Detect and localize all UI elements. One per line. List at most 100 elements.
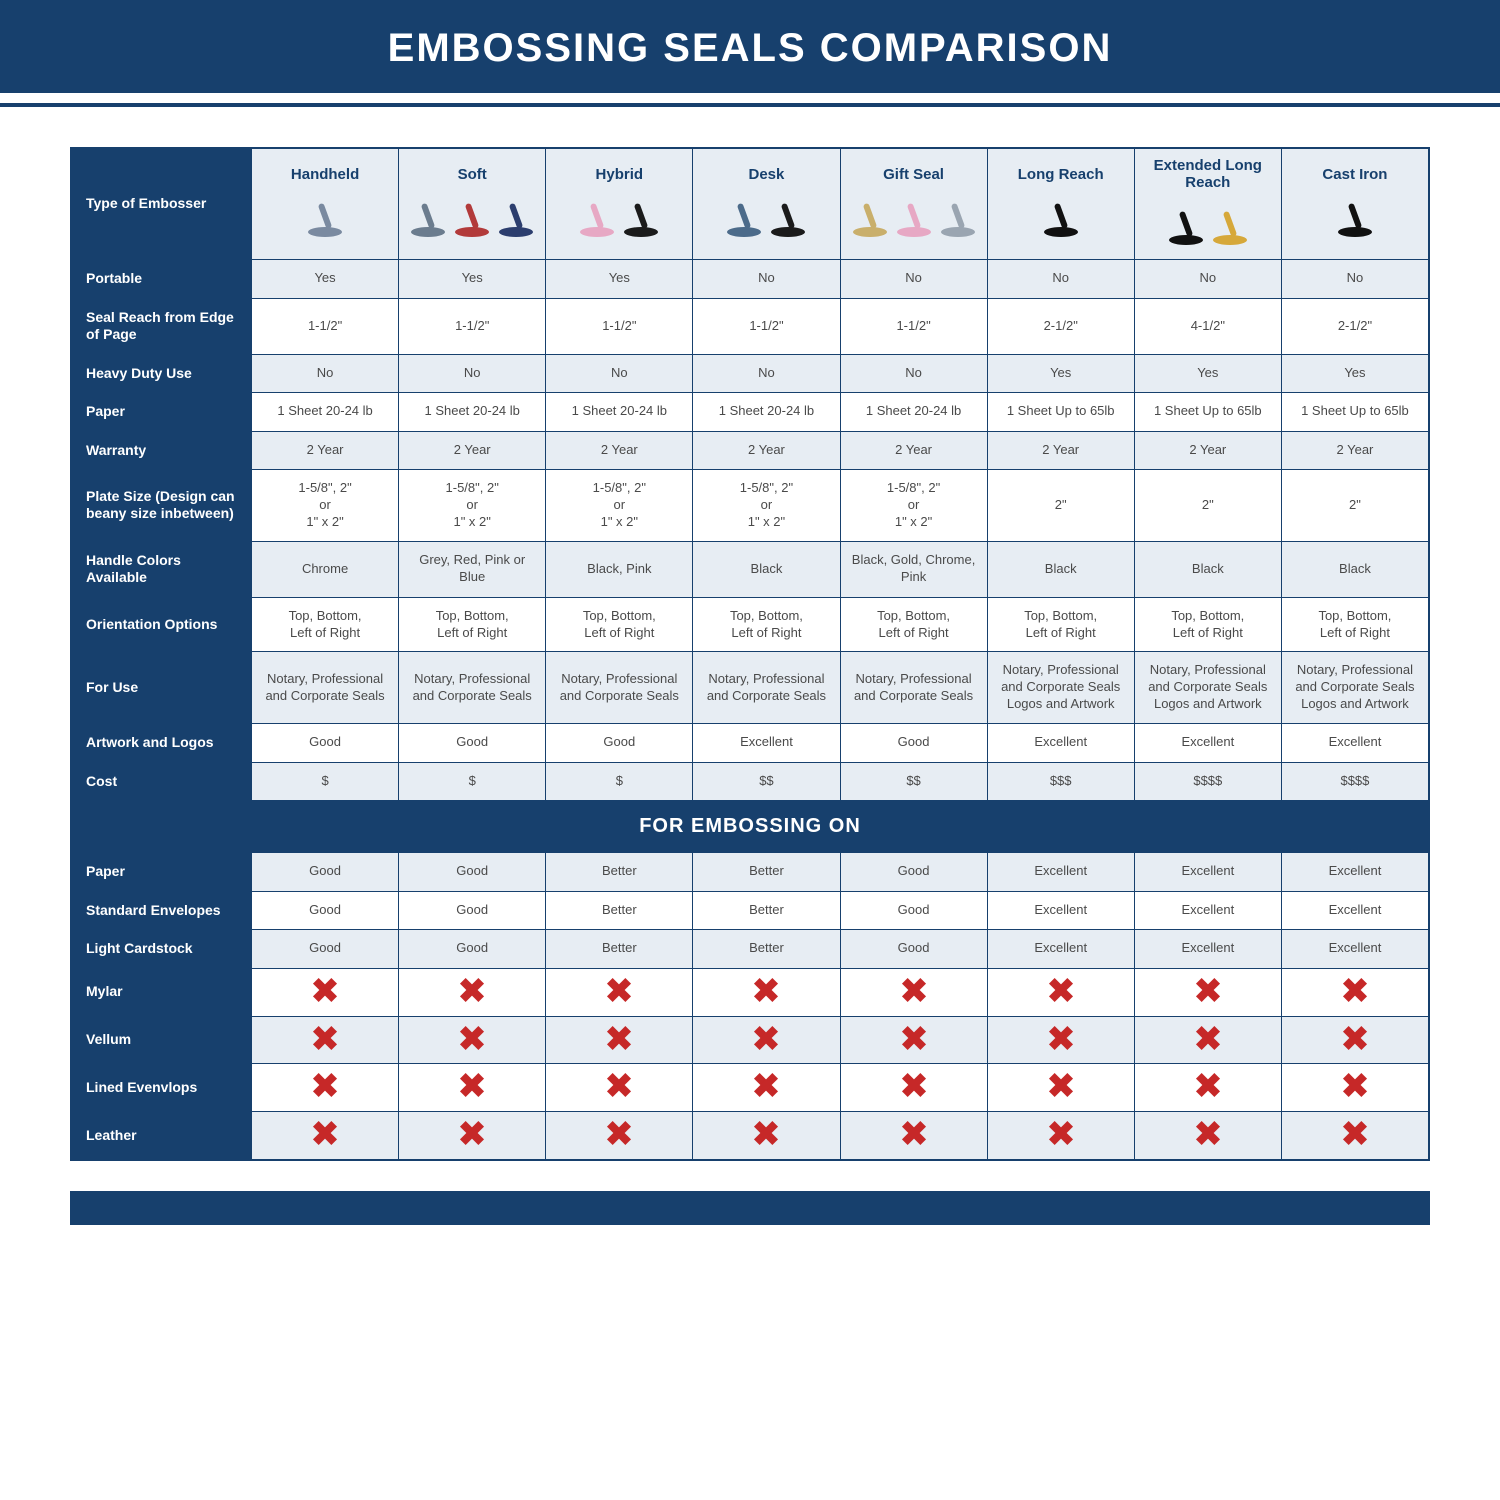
col-header-label: Handheld — [256, 166, 394, 183]
table-cell: Chrome — [252, 541, 399, 597]
x-icon — [1197, 979, 1219, 1001]
table-row: Mylar — [72, 968, 1429, 1016]
table-cell: Better — [546, 853, 693, 892]
table-cell — [840, 1112, 987, 1160]
x-icon — [608, 1074, 630, 1096]
row-label: Light Cardstock — [72, 930, 252, 969]
col-header-cast-iron: Cast Iron — [1281, 149, 1428, 260]
table-cell — [840, 1064, 987, 1112]
row-label: Warranty — [72, 431, 252, 470]
table-cell: Top, Bottom,Left of Right — [987, 597, 1134, 652]
table-cell: Excellent — [1281, 891, 1428, 930]
table-cell: $ — [546, 762, 693, 801]
table-cell — [1281, 1112, 1428, 1160]
col-header-label: Hybrid — [550, 166, 688, 183]
table-cell: No — [399, 354, 546, 393]
table-cell: $ — [399, 762, 546, 801]
table-cell: 1 Sheet 20-24 lb — [252, 393, 399, 432]
section-header-label: FOR EMBOSSING ON — [72, 801, 1429, 853]
table-row: PaperGoodGoodBetterBetterGoodExcellentEx… — [72, 853, 1429, 892]
table-cell: Good — [252, 724, 399, 763]
table-cell: No — [693, 260, 840, 299]
table-cell: 1 Sheet Up to 65lb — [1281, 393, 1428, 432]
table-cell: $$ — [693, 762, 840, 801]
col-header-label: Cast Iron — [1286, 166, 1424, 183]
table-cell: Better — [693, 853, 840, 892]
table-cell: Notary, Professional and Corporate Seals… — [987, 652, 1134, 724]
table-cell — [546, 1016, 693, 1064]
table-cell: 1 Sheet Up to 65lb — [1134, 393, 1281, 432]
table-cell: 1 Sheet 20-24 lb — [840, 393, 987, 432]
x-icon — [755, 979, 777, 1001]
table-cell: No — [546, 354, 693, 393]
table-cell: Black — [987, 541, 1134, 597]
table-cell: 2" — [1134, 470, 1281, 542]
table-cell: Good — [399, 930, 546, 969]
row-label: Mylar — [72, 968, 252, 1016]
table-cell: Excellent — [987, 930, 1134, 969]
table-cell: $ — [252, 762, 399, 801]
col-header-label: Long Reach — [992, 166, 1130, 183]
table-cell: No — [1281, 260, 1428, 299]
x-icon — [314, 1027, 336, 1049]
x-icon — [314, 1122, 336, 1144]
table-row: Cost$$$$$$$$$$$$$$$$$$ — [72, 762, 1429, 801]
table-cell: Notary, Professional and Corporate Seals — [693, 652, 840, 724]
footer-bar — [70, 1191, 1430, 1225]
table-cell: Good — [546, 724, 693, 763]
table-cell: Good — [840, 891, 987, 930]
table-cell: Better — [693, 930, 840, 969]
table-cell — [1134, 1064, 1281, 1112]
table-cell — [840, 968, 987, 1016]
table-cell — [1134, 1112, 1281, 1160]
table-cell: No — [693, 354, 840, 393]
table-cell: 1 Sheet Up to 65lb — [987, 393, 1134, 432]
table-cell: Good — [840, 724, 987, 763]
table-cell: Good — [399, 853, 546, 892]
embosser-image-placeholder — [550, 183, 688, 247]
row-label: Seal Reach from Edge of Page — [72, 298, 252, 354]
col-header-long-reach: Long Reach — [987, 149, 1134, 260]
table-cell: Notary, Professional and Corporate Seals — [840, 652, 987, 724]
x-icon — [903, 1027, 925, 1049]
col-header-label: Desk — [697, 166, 835, 183]
col-header-soft: Soft — [399, 149, 546, 260]
table-cell: Good — [840, 930, 987, 969]
table-row: PortableYesYesYesNoNoNoNoNo — [72, 260, 1429, 299]
x-icon — [608, 979, 630, 1001]
row-label: Cost — [72, 762, 252, 801]
table-row: Plate Size (Design can beany size inbetw… — [72, 470, 1429, 542]
table-cell: $$$$ — [1281, 762, 1428, 801]
table-row: Lined Evenvlops — [72, 1064, 1429, 1112]
table-cell: Notary, Professional and Corporate Seals… — [1281, 652, 1428, 724]
table-cell: Top, Bottom,Left of Right — [399, 597, 546, 652]
table-cell: Good — [252, 930, 399, 969]
table-cell — [987, 1112, 1134, 1160]
table-row: Leather — [72, 1112, 1429, 1160]
title-bar: EMBOSSING SEALS COMPARISON — [0, 0, 1500, 93]
embosser-image-placeholder — [845, 183, 983, 247]
table-cell: 2 Year — [252, 431, 399, 470]
table-cell: 2" — [1281, 470, 1428, 542]
table-cell: 1 Sheet 20-24 lb — [693, 393, 840, 432]
table-cell: 1 Sheet 20-24 lb — [399, 393, 546, 432]
table-cell: 4-1/2" — [1134, 298, 1281, 354]
table-cell: Black, Pink — [546, 541, 693, 597]
embosser-image-placeholder — [403, 183, 541, 247]
table-cell: 1-5/8", 2"or1" x 2" — [546, 470, 693, 542]
x-icon — [1197, 1027, 1219, 1049]
table-cell — [693, 1016, 840, 1064]
x-icon — [461, 1122, 483, 1144]
table-cell: 1-5/8", 2"or1" x 2" — [693, 470, 840, 542]
table-cell: Grey, Red, Pink or Blue — [399, 541, 546, 597]
table-cell: Yes — [1134, 354, 1281, 393]
table-cell: Black — [1134, 541, 1281, 597]
row-label: Plate Size (Design can beany size inbetw… — [72, 470, 252, 542]
table-cell: 1-5/8", 2"or1" x 2" — [840, 470, 987, 542]
table-cell: Excellent — [987, 891, 1134, 930]
table-cell: Better — [693, 891, 840, 930]
table-cell: Excellent — [1134, 853, 1281, 892]
comparison-table: Type of EmbosserHandheldSoftHybridDeskGi… — [71, 148, 1429, 1160]
x-icon — [461, 1027, 483, 1049]
table-cell — [987, 968, 1134, 1016]
